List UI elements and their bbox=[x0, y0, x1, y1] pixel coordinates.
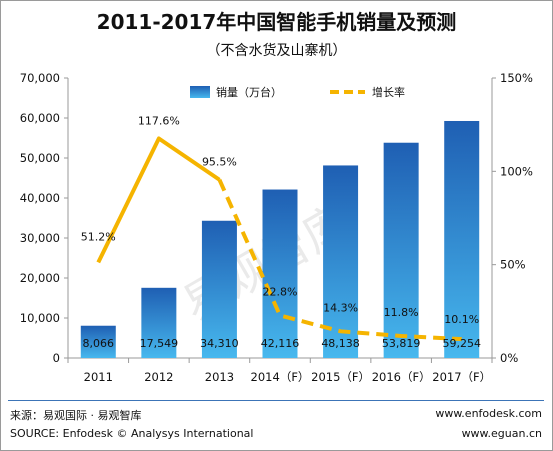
x-category-label: 2016（F） bbox=[372, 370, 431, 384]
url-enfodesk[interactable]: www.enfodesk.com bbox=[435, 407, 542, 420]
growth-line-actual bbox=[96, 136, 221, 264]
y-left-tick-label: 50,000 bbox=[20, 151, 60, 165]
bar-value-label: 53,819 bbox=[382, 337, 421, 350]
y-left-tick-label: 0 bbox=[53, 351, 60, 365]
bar-sales bbox=[201, 220, 237, 358]
source-en: SOURCE: Enfodesk © Analysys Internationa… bbox=[10, 427, 254, 440]
growth-rate-label: 11.8% bbox=[384, 306, 419, 319]
bar-sales bbox=[141, 287, 177, 358]
bar-value-label: 34,310 bbox=[200, 337, 239, 350]
x-category-label: 2014（F） bbox=[251, 370, 310, 384]
growth-rate-label: 95.5% bbox=[202, 156, 237, 169]
x-category-label: 2012 bbox=[144, 370, 173, 384]
growth-rate-label: 14.3% bbox=[323, 301, 358, 314]
chart-title: 2011-2017年中国智能手机销量及预测 bbox=[96, 10, 457, 34]
bar-sales bbox=[80, 325, 116, 358]
bar-sales bbox=[383, 142, 419, 358]
y-right-tick-label: 150% bbox=[500, 71, 533, 85]
growth-rate-label: 10.1% bbox=[444, 313, 479, 326]
legend-bar-swatch bbox=[190, 86, 210, 98]
growth-rate-label: 51.2% bbox=[81, 230, 116, 243]
source-cn: 来源：易观国际 · 易观智库 bbox=[10, 409, 142, 422]
x-category-label: 2013 bbox=[205, 370, 234, 384]
footer-row-2: SOURCE: Enfodesk © Analysys Internationa… bbox=[10, 427, 542, 440]
y-left-tick-label: 30,000 bbox=[20, 231, 60, 245]
bar-value-label: 48,138 bbox=[321, 337, 360, 350]
chart-subtitle: （不含水货及山寨机） bbox=[206, 43, 347, 59]
bar-value-label: 42,116 bbox=[261, 337, 300, 350]
footer-divider bbox=[8, 400, 544, 401]
growth-rate-label: 22.8% bbox=[263, 285, 298, 298]
growth-rate-label: 117.6% bbox=[138, 114, 180, 127]
legend-line-label: 增长率 bbox=[372, 85, 405, 99]
y-left-tick-label: 70,000 bbox=[20, 71, 60, 85]
y-left-tick-label: 20,000 bbox=[20, 271, 60, 285]
y-left-tick-label: 40,000 bbox=[20, 191, 60, 205]
y-left-tick-label: 60,000 bbox=[20, 111, 60, 125]
y-right-tick-label: 0% bbox=[500, 351, 518, 365]
y-right-tick-label: 50% bbox=[500, 258, 526, 272]
bar-sales bbox=[323, 165, 359, 358]
bar-sales bbox=[262, 189, 298, 358]
y-right-tick-label: 100% bbox=[500, 164, 533, 178]
growth-line-forecast bbox=[217, 178, 462, 342]
bar-value-label: 59,254 bbox=[442, 337, 481, 350]
x-category-label: 2015（F） bbox=[311, 370, 370, 384]
legend-bar-label: 销量（万台） bbox=[216, 85, 282, 99]
bar-sales bbox=[444, 120, 480, 358]
bar-value-label: 8,066 bbox=[83, 337, 115, 350]
url-eguan[interactable]: www.eguan.cn bbox=[461, 427, 542, 440]
x-category-label: 2017（F） bbox=[432, 370, 491, 384]
bar-value-label: 17,549 bbox=[140, 337, 179, 350]
y-left-tick-label: 10,000 bbox=[20, 311, 60, 325]
x-category-label: 2011 bbox=[84, 370, 113, 384]
footer-row-1: 来源：易观国际 · 易观智库 www.enfodesk.com bbox=[10, 407, 542, 423]
